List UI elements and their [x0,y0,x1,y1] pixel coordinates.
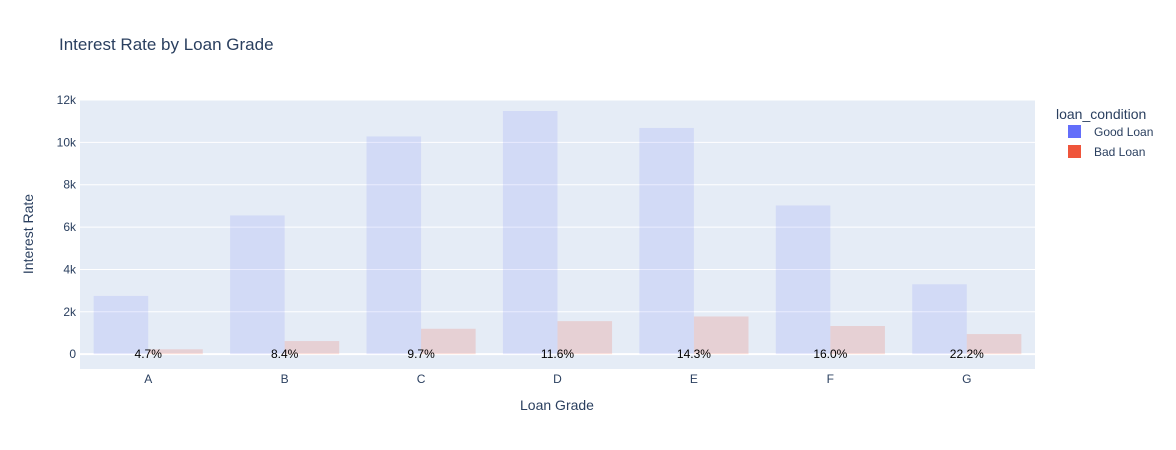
x-tick-label: E [690,372,698,386]
y-tick-label: 12k [57,93,77,107]
y-tick-label: 2k [63,305,77,319]
y-tick-label: 4k [63,262,77,276]
chart-title: Interest Rate by Loan Grade [59,35,274,54]
x-axis-ticks: A B C D E F G [144,372,971,386]
bar-good-e [639,128,694,354]
y-axis-ticks: 0 2k 4k 6k 8k 10k 12k [57,93,77,361]
y-tick-label: 6k [63,220,77,234]
y-tick-label: 0 [69,347,76,361]
x-tick-label: F [827,372,834,386]
bar-data-label: 4.7% [135,347,163,361]
bar-data-label: 22.2% [950,347,984,361]
bar-data-label: 9.7% [407,347,435,361]
x-tick-label: G [962,372,971,386]
legend: loan_condition Good Loan Bad Loan [1056,106,1153,159]
legend-swatch-bad[interactable] [1068,145,1081,158]
legend-title: loan_condition [1056,106,1146,122]
y-tick-label: 10k [57,135,77,149]
x-tick-label: D [553,372,562,386]
bar-data-label: 11.6% [541,347,574,361]
legend-item-label[interactable]: Good Loan [1094,125,1153,139]
legend-item-label[interactable]: Bad Loan [1094,145,1145,159]
x-axis-title: Loan Grade [520,397,594,413]
bar-good-c [367,136,422,354]
y-tick-label: 8k [63,178,77,192]
bar-good-g [912,284,967,354]
bar-data-label: 16.0% [813,347,847,361]
y-axis-title: Interest Rate [20,194,36,274]
bar-good-f [776,205,831,354]
legend-swatch-good[interactable] [1068,125,1081,138]
bar-data-label: 14.3% [677,347,711,361]
bar-good-d [503,111,558,354]
x-tick-label: B [281,372,289,386]
bar-good-b [230,215,285,354]
bar-data-label: 8.4% [271,347,299,361]
x-tick-label: A [144,372,152,386]
bar-good-a [94,296,149,354]
x-tick-label: C [417,372,426,386]
